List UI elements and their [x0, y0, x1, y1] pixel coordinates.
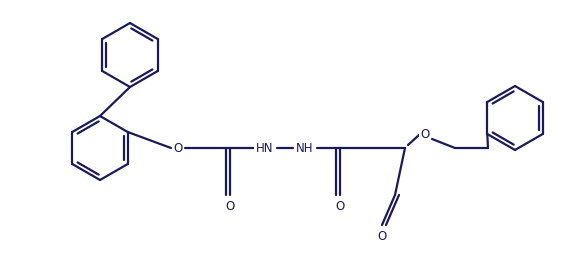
- Text: O: O: [336, 200, 345, 214]
- Text: O: O: [225, 200, 235, 214]
- Text: NH: NH: [296, 141, 314, 154]
- Text: O: O: [421, 129, 430, 141]
- Text: HN: HN: [256, 141, 274, 154]
- Text: O: O: [173, 141, 183, 154]
- Text: O: O: [378, 230, 387, 244]
